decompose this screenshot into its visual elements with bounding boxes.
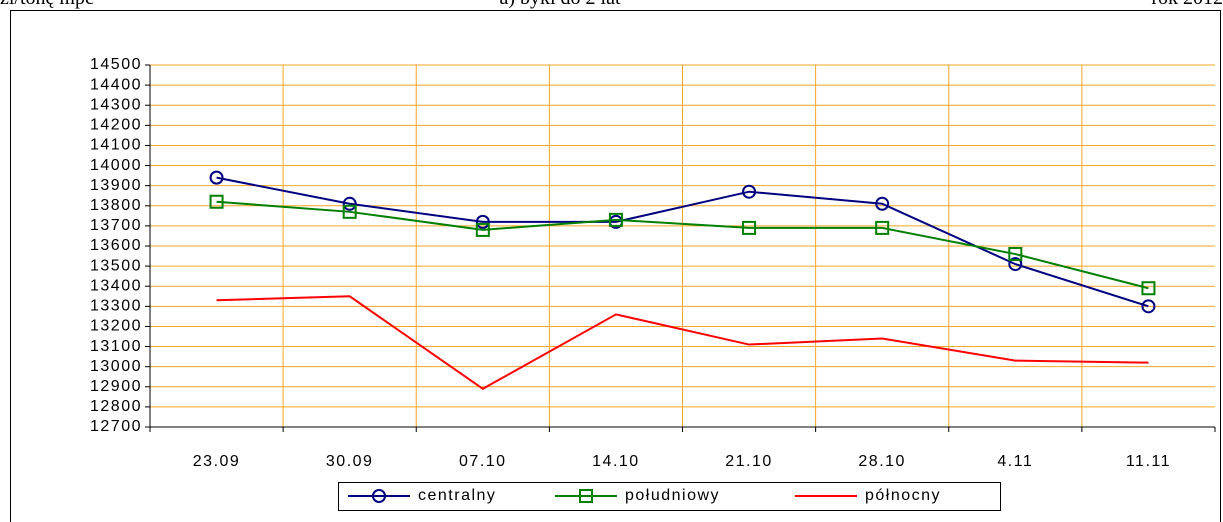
- marker: [1008, 257, 1023, 272]
- y-tick-label: 14000: [90, 157, 142, 174]
- y-tick-label: 14200: [90, 117, 142, 134]
- series-line: [216, 176, 1149, 308]
- legend-label: centralny: [418, 487, 496, 504]
- series-line: [216, 200, 1149, 290]
- y-tick-label: 13400: [90, 277, 142, 294]
- y-tick-label: 13800: [90, 197, 142, 214]
- y-tick-label: 13500: [90, 257, 142, 274]
- marker: [209, 170, 224, 185]
- y-tick-label: 13900: [90, 177, 142, 194]
- y-tick-label: 14300: [90, 96, 142, 113]
- marker: [209, 194, 224, 209]
- marker: [342, 204, 357, 219]
- marker: [372, 489, 386, 503]
- y-tick-label: 13300: [90, 298, 142, 315]
- marker: [608, 212, 623, 227]
- marker: [875, 196, 890, 211]
- y-tick-label: 12700: [90, 418, 142, 435]
- legend-label: północny: [865, 487, 941, 504]
- y-tick-label: 14500: [90, 56, 142, 73]
- header-left: zł/tonę mpc: [0, 0, 94, 9]
- x-tick-label: 11.11: [1126, 453, 1171, 470]
- legend-label: południowy: [625, 487, 720, 504]
- series-line: [216, 295, 1149, 390]
- marker: [1141, 299, 1156, 314]
- x-tick-label: 28.10: [858, 453, 906, 470]
- chart-frame: [10, 10, 1221, 522]
- x-tick-label: 30.09: [326, 453, 374, 470]
- x-tick-label: 4.11: [997, 453, 1033, 470]
- header-center: a) byki do 2 lat: [499, 0, 621, 9]
- marker: [875, 220, 890, 235]
- marker: [1141, 281, 1156, 296]
- y-tick-label: 14400: [90, 76, 142, 93]
- y-tick-label: 12800: [90, 398, 142, 415]
- marker: [342, 196, 357, 211]
- marker: [475, 214, 490, 229]
- x-tick-label: 21.10: [725, 453, 773, 470]
- y-tick-label: 14100: [90, 137, 142, 154]
- marker: [475, 222, 490, 237]
- marker: [579, 489, 593, 503]
- header-right: rok 2012: [1151, 0, 1223, 9]
- y-tick-label: 12900: [90, 378, 142, 395]
- y-tick-label: 13000: [90, 358, 142, 375]
- marker: [1008, 247, 1023, 262]
- marker: [742, 220, 757, 235]
- legend-box: [338, 482, 1001, 511]
- y-tick-label: 13100: [90, 338, 142, 355]
- y-tick-label: 13200: [90, 318, 142, 335]
- y-tick-label: 13700: [90, 217, 142, 234]
- x-tick-label: 23.09: [193, 453, 241, 470]
- y-tick-label: 13600: [90, 237, 142, 254]
- x-tick-label: 07.10: [459, 453, 507, 470]
- marker: [742, 184, 757, 199]
- x-tick-label: 14.10: [592, 453, 640, 470]
